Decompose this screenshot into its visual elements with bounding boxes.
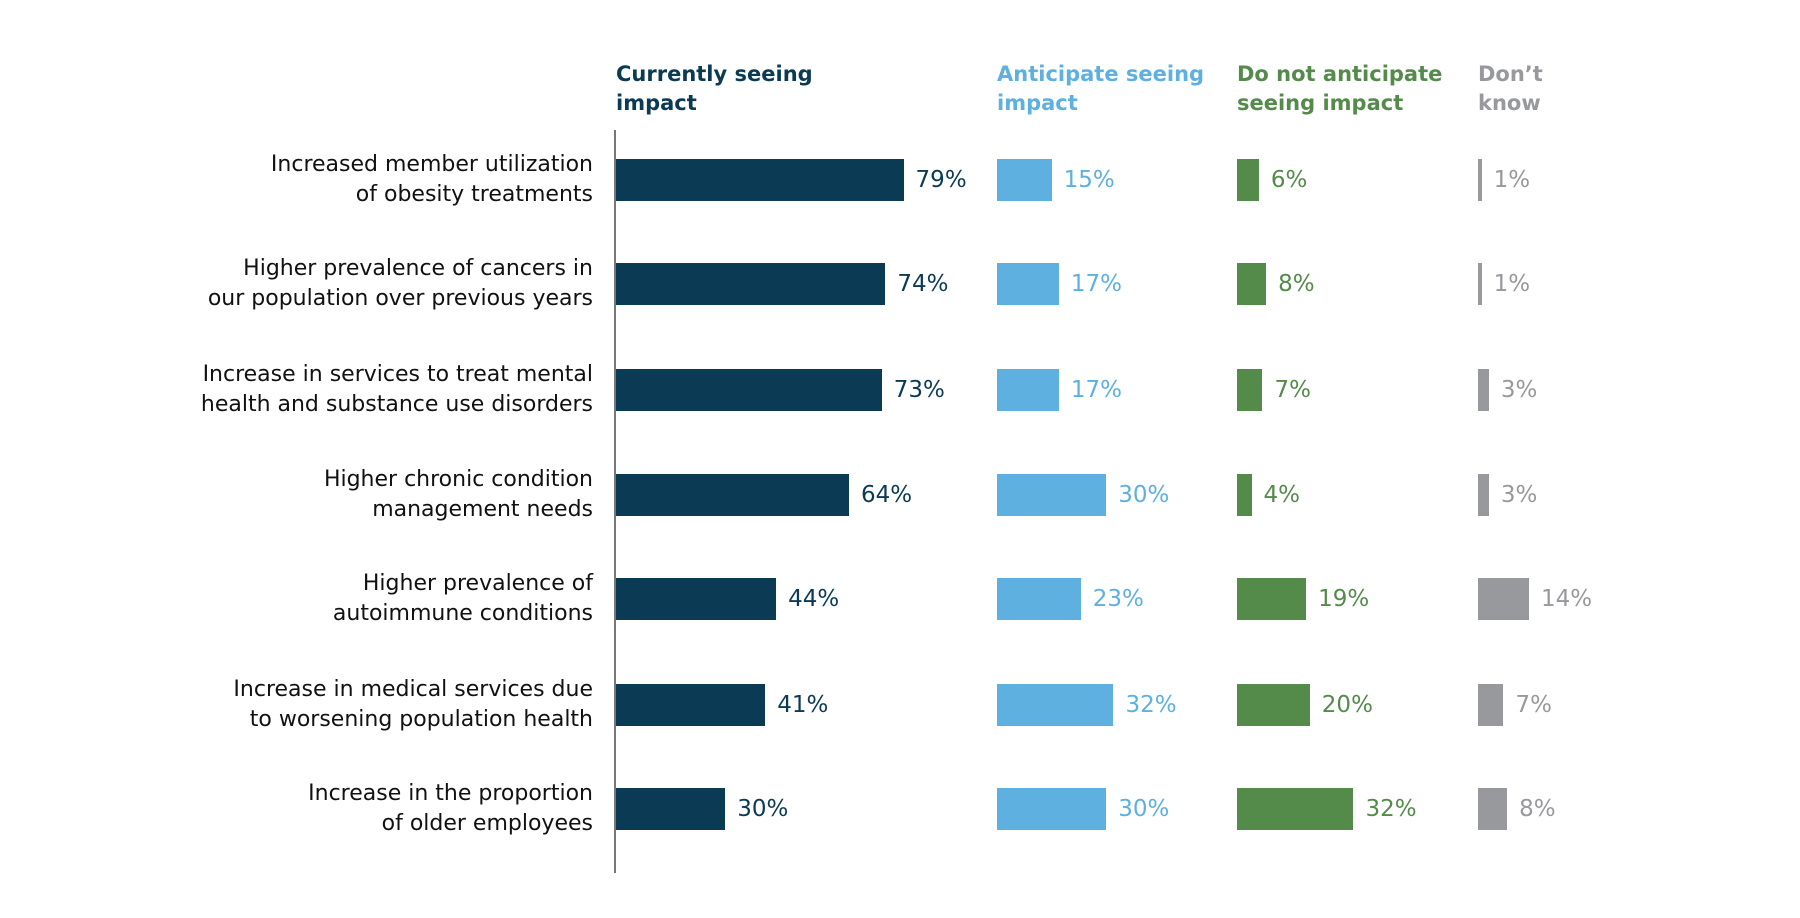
bar [997,369,1059,411]
bar [997,578,1081,620]
bar [997,788,1107,830]
bar [1478,369,1489,411]
category-label: Increase in medical services due to wors… [233,677,593,732]
category-label: Higher chronic condition management need… [323,467,593,522]
category-label: Increased member utilization of obesity … [270,152,593,207]
bar [1237,159,1259,201]
bar [1237,578,1307,620]
bar [1478,788,1508,830]
bar [616,578,777,620]
bar [997,263,1059,305]
column-header: Do not anticipate seeing impact [1237,62,1443,115]
bar [616,159,904,201]
bar [1237,474,1252,516]
value-label: 14% [1540,586,1593,612]
bar [1478,474,1489,516]
value-label: 30% [737,796,789,822]
bar [997,474,1107,516]
column-header: Don’t know [1478,62,1543,115]
bar [997,159,1052,201]
value-label: 4% [1263,482,1301,508]
value-label: 15% [1063,167,1115,193]
value-label: 19% [1318,586,1370,612]
column-header: Currently seeing impact [616,62,813,115]
category-label: Increase in the proportion of older empl… [308,781,593,836]
value-label: 1% [1493,271,1531,297]
bar [1478,263,1482,305]
value-label: 6% [1270,167,1308,193]
category-label: Increase in services to treat mental hea… [200,362,593,417]
value-label: 20% [1321,692,1373,718]
value-label: 17% [1070,377,1122,403]
bar [1478,159,1482,201]
value-label: 44% [788,586,840,612]
bar [1478,684,1504,726]
value-label: 23% [1092,586,1144,612]
value-label: 30% [1118,796,1170,822]
bar [616,684,766,726]
bar [616,369,882,411]
axis-line [614,130,616,873]
value-label: 3% [1500,377,1538,403]
bar [1478,578,1529,620]
value-label: 74% [897,271,949,297]
value-label: 79% [915,167,967,193]
category-label: Higher prevalence of autoimmune conditio… [332,571,593,626]
value-label: 1% [1493,167,1531,193]
bar [616,263,886,305]
value-label: 41% [777,692,829,718]
value-label: 17% [1070,271,1122,297]
category-label: Higher prevalence of cancers in our popu… [207,256,593,311]
value-label: 7% [1515,692,1552,718]
bar [1237,369,1263,411]
bar [997,684,1114,726]
value-label: 32% [1365,796,1417,822]
value-label: 7% [1274,377,1311,403]
value-label: 3% [1500,482,1538,508]
value-label: 64% [860,482,913,508]
value-label: 8% [1519,796,1556,822]
value-label: 8% [1278,271,1315,297]
bar [1237,788,1354,830]
bar [616,474,849,516]
column-header: Anticipate seeing impact [997,62,1205,115]
bar [1237,684,1310,726]
bar [616,788,726,830]
value-label: 32% [1125,692,1177,718]
value-label: 30% [1118,482,1170,508]
value-label: 73% [893,377,945,403]
bar [1237,263,1267,305]
